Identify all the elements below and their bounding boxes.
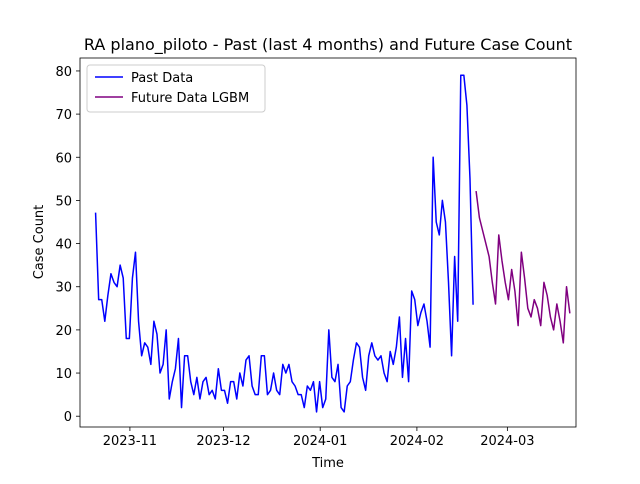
plot-frame xyxy=(79,57,577,428)
legend-label-1: Future Data LGBM xyxy=(131,91,249,106)
y-axis-ticks: 0 10 20 30 40 50 60 70 80 xyxy=(55,65,80,425)
x-tick-label: 2023-12 xyxy=(196,434,250,449)
series-line-1 xyxy=(475,190,571,344)
legend-box xyxy=(86,64,266,113)
series-line-0 xyxy=(94,74,474,413)
plot-area xyxy=(79,57,577,428)
x-tick-label: 2024-01 xyxy=(293,434,347,449)
x-axis-ticks: 2023-11 2023-12 2024-01 2024-02 2024-03 xyxy=(103,427,535,449)
x-tick-label: 2024-02 xyxy=(390,434,444,449)
x-tick-label: 2024-03 xyxy=(480,434,534,449)
legend: Past Data Future Data LGBM xyxy=(86,64,266,113)
y-tick-label: 80 xyxy=(55,65,72,80)
y-tick-label: 60 xyxy=(55,151,72,166)
x-tick-label: 2023-11 xyxy=(103,434,157,449)
y-tick-label: 10 xyxy=(55,367,72,382)
x-axis-label: Time xyxy=(311,456,344,471)
y-tick-label: 40 xyxy=(55,238,72,253)
legend-label-0: Past Data xyxy=(131,71,193,86)
y-tick-label: 30 xyxy=(55,281,72,296)
y-tick-label: 70 xyxy=(55,108,72,123)
y-axis-label: Case Count xyxy=(32,205,47,280)
y-tick-label: 50 xyxy=(55,194,72,209)
y-tick-label: 0 xyxy=(64,410,72,425)
y-tick-label: 20 xyxy=(55,324,72,339)
chart-title: RA plano_piloto - Past (last 4 months) a… xyxy=(84,35,572,55)
